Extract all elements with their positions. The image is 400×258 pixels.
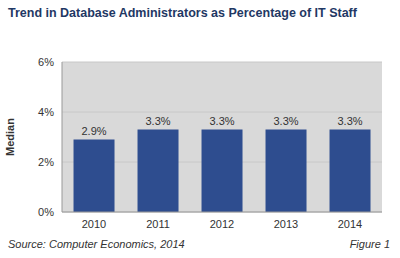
html-text:Source: Computer Economics, 20: Source: Computer Economics, 2014 bbox=[8, 238, 185, 250]
html-text:Trend in Database Administrato: Trend in Database Administrators as Perc… bbox=[8, 6, 357, 20]
svg-text:6%: 6% bbox=[38, 56, 54, 68]
svg-text:3.3%: 3.3% bbox=[337, 115, 362, 127]
svg-text:2013: 2013 bbox=[274, 218, 298, 230]
svg-text:4%: 4% bbox=[38, 106, 54, 118]
svg-text:0%: 0% bbox=[38, 206, 54, 218]
svg-text:2012: 2012 bbox=[210, 218, 234, 230]
svg-text:2011: 2011 bbox=[146, 218, 170, 230]
svg-text:3.3%: 3.3% bbox=[273, 115, 298, 127]
svg-text:2010: 2010 bbox=[82, 218, 106, 230]
svg-text:3.3%: 3.3% bbox=[209, 115, 234, 127]
svg-text:2014: 2014 bbox=[338, 218, 362, 230]
svg-text:2%: 2% bbox=[38, 156, 54, 168]
svg-text:Median: Median bbox=[8, 118, 16, 156]
html-text:Figure 1: Figure 1 bbox=[349, 238, 390, 250]
svg-text:3.3%: 3.3% bbox=[145, 115, 170, 127]
svg-text:2.9%: 2.9% bbox=[81, 125, 106, 137]
